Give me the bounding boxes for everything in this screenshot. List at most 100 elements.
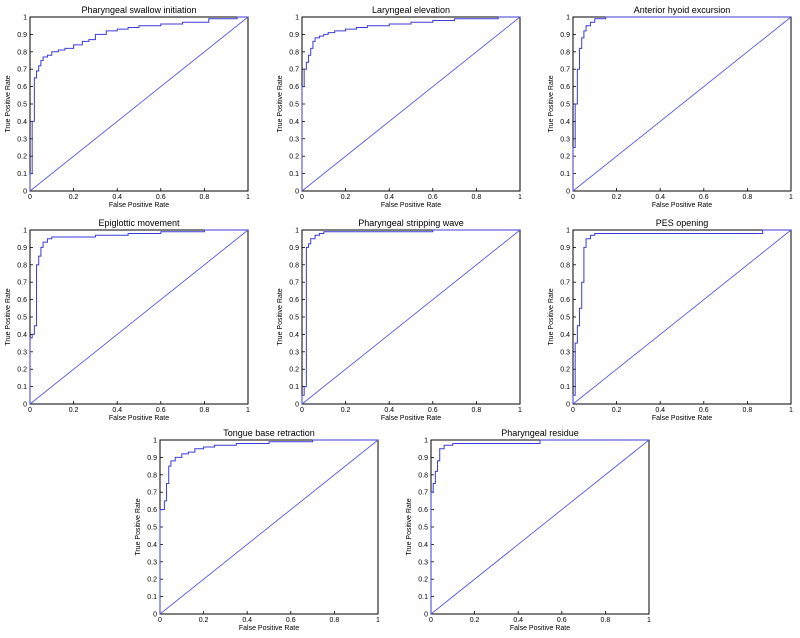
y-tick-label: 0.9 xyxy=(17,32,27,39)
y-tick-label: 0.9 xyxy=(17,245,27,252)
y-tick-label: 0.7 xyxy=(289,280,299,287)
y-tick-label: 1 xyxy=(23,15,27,22)
x-tick-label: 0.8 xyxy=(472,407,482,414)
x-axis-label: False Positive Rate xyxy=(109,202,169,209)
y-tick-label: 0.6 xyxy=(418,507,428,514)
y-axis-label: True Positive Rate xyxy=(548,288,555,345)
y-tick-label: 0.7 xyxy=(560,67,570,74)
y-tick-label: 0.2 xyxy=(147,577,157,584)
y-tick-label: 0.8 xyxy=(17,262,27,269)
panel-title: Pharyngeal residue xyxy=(501,428,579,438)
x-tick-label: 1 xyxy=(518,194,522,201)
x-tick-label: 0 xyxy=(300,407,304,414)
y-axis-label: True Positive Rate xyxy=(5,288,12,345)
y-tick-label: 0.2 xyxy=(560,154,570,161)
y-axis-label: True Positive Rate xyxy=(277,75,284,132)
y-axis-label: True Positive Rate xyxy=(5,75,12,132)
x-axis-label: False Positive Rate xyxy=(510,625,570,632)
y-tick-label: 0.9 xyxy=(147,455,157,462)
panel-title: Pharyngeal stripping wave xyxy=(358,218,464,228)
y-tick-label: 0.8 xyxy=(418,472,428,479)
y-tick-label: 0.4 xyxy=(289,119,299,126)
y-tick-label: 0.1 xyxy=(560,171,570,178)
y-tick-label: 0 xyxy=(295,402,299,409)
x-axis-label: False Positive Rate xyxy=(381,202,441,209)
panel-title: Laryngeal elevation xyxy=(372,5,450,15)
y-tick-label: 0.4 xyxy=(289,332,299,339)
y-tick-label: 1 xyxy=(566,228,570,235)
x-tick-label: 1 xyxy=(647,617,651,624)
x-tick-label: 0.6 xyxy=(156,194,166,201)
x-tick-label: 0.8 xyxy=(601,617,611,624)
x-tick-label: 1 xyxy=(789,194,793,201)
roc-panel: 0 0.2 0.4 0.6 0.8 1 0 0.1 0.2 0.3 0.4 0.5 0.6 0.7 0.8 0… xyxy=(277,5,522,209)
y-tick-label: 0.3 xyxy=(289,349,299,356)
y-tick-label: 0.6 xyxy=(289,297,299,304)
y-tick-label: 0.5 xyxy=(560,315,570,322)
x-tick-label: 0.6 xyxy=(428,407,438,414)
y-tick-label: 0.7 xyxy=(289,67,299,74)
y-tick-label: 0.6 xyxy=(289,84,299,91)
panel-title: PES opening xyxy=(656,218,709,228)
panel-title: Tongue base retraction xyxy=(223,428,315,438)
y-tick-label: 0.1 xyxy=(17,171,27,178)
roc-curve-line xyxy=(430,439,649,614)
x-tick-label: 0 xyxy=(571,407,575,414)
y-tick-label: 0.2 xyxy=(560,367,570,374)
chance-diagonal-line xyxy=(159,439,379,615)
panel-title: Epiglottic movement xyxy=(98,218,180,228)
y-tick-label: 0.8 xyxy=(289,262,299,269)
x-axis-label: False Positive Rate xyxy=(652,202,712,209)
roc-panel: 0 0.2 0.4 0.6 0.8 1 0 0.1 0.2 0.3 0.4 0.5 0.6 0.7 0.8 0… xyxy=(548,5,793,209)
y-tick-label: 0.5 xyxy=(560,102,570,109)
x-tick-label: 0.4 xyxy=(112,407,122,414)
roc-curve-line xyxy=(29,229,248,404)
panel-title: Pharyngeal swallow initiation xyxy=(81,5,196,15)
y-tick-label: 0.3 xyxy=(17,136,27,143)
y-tick-label: 0 xyxy=(566,402,570,409)
y-axis-label: True Positive Rate xyxy=(277,288,284,345)
roc-panel: 0 0.2 0.4 0.6 0.8 1 0 0.1 0.2 0.3 0.4 0.5 0.6 0.7 0.8 0… xyxy=(277,218,522,422)
y-tick-label: 0.9 xyxy=(418,455,428,462)
y-tick-label: 0.2 xyxy=(17,154,27,161)
y-tick-label: 0.1 xyxy=(17,384,27,391)
y-tick-label: 1 xyxy=(295,228,299,235)
y-tick-label: 0.8 xyxy=(289,49,299,56)
x-tick-label: 0 xyxy=(158,617,162,624)
x-tick-label: 0.8 xyxy=(743,407,753,414)
chance-diagonal-line xyxy=(301,229,521,405)
x-tick-label: 0.4 xyxy=(112,194,122,201)
y-tick-label: 0.5 xyxy=(17,315,27,322)
y-tick-label: 0.3 xyxy=(17,349,27,356)
y-tick-label: 0.6 xyxy=(17,84,27,91)
y-tick-label: 0 xyxy=(424,612,428,619)
y-tick-label: 0.6 xyxy=(560,84,570,91)
y-tick-label: 0.5 xyxy=(418,525,428,532)
x-tick-label: 0.2 xyxy=(69,194,79,201)
y-tick-label: 0.2 xyxy=(289,154,299,161)
y-tick-label: 0 xyxy=(295,189,299,196)
y-tick-label: 0.9 xyxy=(560,32,570,39)
y-tick-label: 0.9 xyxy=(289,245,299,252)
y-tick-label: 0.7 xyxy=(17,67,27,74)
x-tick-label: 0.2 xyxy=(470,617,480,624)
x-tick-label: 0.2 xyxy=(612,194,622,201)
y-tick-label: 0 xyxy=(566,189,570,196)
x-tick-label: 0.6 xyxy=(699,194,709,201)
y-tick-label: 0.4 xyxy=(560,119,570,126)
roc-panel: 0 0.2 0.4 0.6 0.8 1 0 0.1 0.2 0.3 0.4 0.5 0.6 0.7 0.8 0… xyxy=(135,428,380,632)
y-tick-label: 0.1 xyxy=(147,594,157,601)
y-tick-label: 0.6 xyxy=(147,507,157,514)
x-tick-label: 0.2 xyxy=(341,194,351,201)
y-tick-label: 0.5 xyxy=(289,315,299,322)
x-tick-label: 0.4 xyxy=(513,617,523,624)
roc-curve-line xyxy=(159,439,378,614)
x-tick-label: 0 xyxy=(429,617,433,624)
y-tick-label: 0.1 xyxy=(560,384,570,391)
y-tick-label: 0.3 xyxy=(147,559,157,566)
x-tick-label: 0 xyxy=(571,194,575,201)
y-tick-label: 0.6 xyxy=(17,297,27,304)
x-tick-label: 0.6 xyxy=(428,194,438,201)
y-tick-label: 0.2 xyxy=(289,367,299,374)
x-tick-label: 0.4 xyxy=(242,617,252,624)
